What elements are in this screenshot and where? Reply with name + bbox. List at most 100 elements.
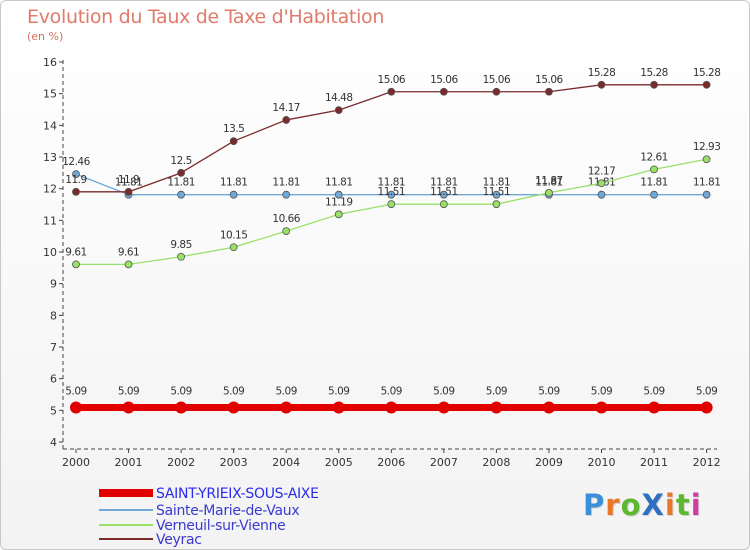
x-tick-label: 2000 <box>62 456 90 469</box>
data-point <box>702 190 711 199</box>
x-tick-label: 2008 <box>482 456 510 469</box>
data-label: 11.87 <box>535 175 563 187</box>
data-point <box>334 190 343 199</box>
x-tick-label: 2010 <box>588 456 616 469</box>
data-point <box>385 401 398 414</box>
data-point <box>648 401 661 414</box>
data-point <box>387 190 396 199</box>
data-label: 15.06 <box>430 74 458 86</box>
x-tick-label: 2005 <box>325 456 353 469</box>
data-point <box>490 401 503 414</box>
data-point <box>334 106 343 115</box>
data-point <box>387 200 396 209</box>
data-label: 9.61 <box>118 246 139 258</box>
data-point <box>545 87 553 96</box>
proxiti-logo: ProXiti <box>583 488 702 522</box>
data-point <box>650 190 658 199</box>
data-label: 11.81 <box>430 177 458 189</box>
data-point <box>229 243 238 252</box>
data-label: 11.81 <box>220 177 248 189</box>
data-point <box>542 401 555 414</box>
data-point <box>175 401 188 414</box>
data-label: 14.48 <box>325 92 353 104</box>
data-point <box>492 200 501 209</box>
data-label: 5.09 <box>591 385 612 397</box>
data-label: 11.51 <box>483 186 511 198</box>
data-label: 15.28 <box>640 67 668 79</box>
data-label: 12.5 <box>170 155 191 167</box>
legend-label: Verneuil-sur-Vienne <box>156 518 286 534</box>
data-label: 5.09 <box>65 385 86 397</box>
data-point <box>597 190 606 199</box>
y-tick-label: 9 <box>50 278 57 291</box>
y-tick-label: 12 <box>43 183 57 196</box>
data-label: 12.93 <box>693 141 721 153</box>
data-label: 15.28 <box>693 67 721 79</box>
data-label: 9.61 <box>65 246 86 258</box>
data-point <box>282 190 291 199</box>
x-tick-label: 2003 <box>220 456 248 469</box>
data-point <box>124 260 133 269</box>
data-label: 11.81 <box>167 177 195 189</box>
chart-title: Evolution du Taux de Taxe d'Habitation <box>27 6 385 28</box>
y-tick-label: 10 <box>43 246 57 259</box>
data-label: 11.51 <box>378 186 406 198</box>
chart-axes: 4 5 6 7 8 9 10 11 12 13 14 15 16 2000 2001 2002 2003 2004… <box>43 56 721 469</box>
x-tick-label: 2011 <box>640 456 668 469</box>
data-label: 10.15 <box>220 229 248 241</box>
data-point <box>227 401 240 414</box>
data-label: 9.85 <box>170 239 191 251</box>
x-tick-label: 2009 <box>535 456 563 469</box>
data-point <box>702 155 711 164</box>
data-point <box>282 227 291 236</box>
data-point <box>72 170 80 179</box>
data-point <box>334 210 343 219</box>
data-point <box>597 179 606 188</box>
y-tick-label: 14 <box>43 119 57 132</box>
data-point <box>332 401 345 414</box>
y-tick-label: 6 <box>50 373 57 386</box>
y-tick-label: 4 <box>50 436 57 449</box>
data-point <box>437 401 450 414</box>
data-label: 12.61 <box>640 151 668 163</box>
data-label: 15.28 <box>588 67 616 79</box>
data-label: 5.09 <box>538 385 559 397</box>
data-label: 11.81 <box>272 177 300 189</box>
legend-label: Veyrac <box>156 532 202 548</box>
y-tick-label: 8 <box>50 309 57 322</box>
data-point <box>650 80 658 89</box>
data-label: 11.9 <box>65 174 86 186</box>
data-label: 12.17 <box>588 165 616 177</box>
data-label: 12.46 <box>62 156 90 168</box>
y-tick-label: 15 <box>43 88 57 101</box>
data-point <box>280 401 293 414</box>
y-tick-label: 5 <box>50 404 57 417</box>
data-point <box>70 401 82 414</box>
data-label: 5.09 <box>276 385 297 397</box>
data-label: 11.19 <box>325 196 353 208</box>
data-point <box>177 190 186 199</box>
legend-label: Sainte-Marie-de-Vaux <box>156 503 299 519</box>
data-label: 5.09 <box>170 385 191 397</box>
data-label: 15.06 <box>483 74 511 86</box>
chart-series-lines: 12.46 11.81 11.81 11.81 11.81 11.81 11.81 11.81… <box>62 67 721 414</box>
data-point <box>72 260 80 269</box>
legend-label: SAINT-YRIEIX-SOUS-AIXE <box>156 486 319 502</box>
data-label: 11.81 <box>115 177 143 189</box>
data-label: 5.09 <box>328 385 349 397</box>
data-label: 11.81 <box>640 177 668 189</box>
y-tick-label: 13 <box>43 151 57 164</box>
data-point <box>439 87 448 96</box>
data-point <box>177 252 186 261</box>
data-label: 11.81 <box>378 177 406 189</box>
data-label: 15.06 <box>535 74 563 86</box>
data-point <box>439 200 448 209</box>
data-label: 11.81 <box>483 177 511 189</box>
data-label: 5.09 <box>433 385 454 397</box>
data-point <box>122 401 135 414</box>
x-tick-label: 2007 <box>430 456 458 469</box>
data-label: 11.81 <box>325 177 353 189</box>
data-label: 14.17 <box>272 102 300 114</box>
